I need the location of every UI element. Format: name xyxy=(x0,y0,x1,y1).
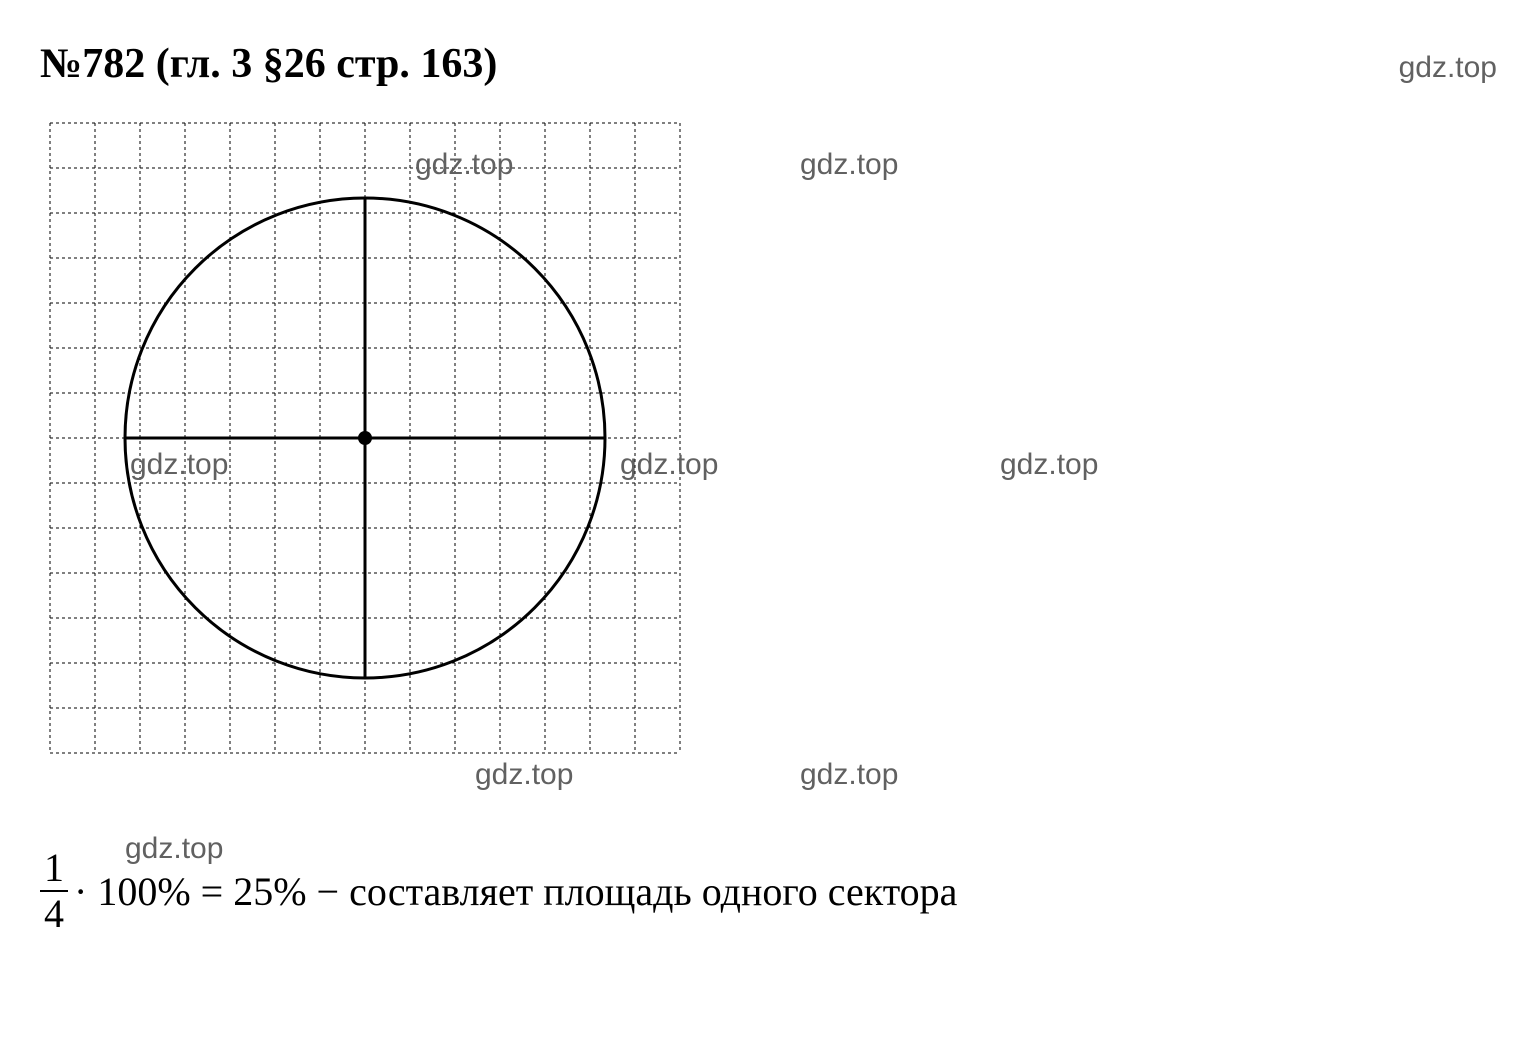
diagram-area: gdz.top gdz.top gdz.top gdz.top gdz.top gdz.t… xyxy=(40,118,1497,838)
grid-circle-diagram xyxy=(45,118,685,758)
diagram-watermark: gdz.top xyxy=(800,148,898,182)
diagram-watermark: gdz.top xyxy=(475,758,573,792)
formula-text: · 100% = 25% − составляет площадь одного… xyxy=(74,868,957,915)
fraction-denominator: 4 xyxy=(40,892,68,934)
header-row: №782 (гл. 3 §26 стр. 163) gdz.top xyxy=(40,40,1497,88)
center-dot xyxy=(358,431,372,445)
problem-title: №782 (гл. 3 §26 стр. 163) xyxy=(40,40,497,88)
header-watermark: gdz.top xyxy=(1399,51,1497,85)
formula-row: 1 4 · 100% = 25% − составляет площадь од… xyxy=(40,848,1497,934)
diagram-watermark: gdz.top xyxy=(130,448,228,482)
diagram-watermark: gdz.top xyxy=(620,448,718,482)
fraction: 1 4 xyxy=(40,848,68,934)
diagram-watermark: gdz.top xyxy=(415,148,513,182)
fraction-numerator: 1 xyxy=(40,848,68,892)
formula-watermark: gdz.top xyxy=(125,832,223,866)
diagram-watermark: gdz.top xyxy=(800,758,898,792)
diagram-watermark: gdz.top xyxy=(1000,448,1098,482)
